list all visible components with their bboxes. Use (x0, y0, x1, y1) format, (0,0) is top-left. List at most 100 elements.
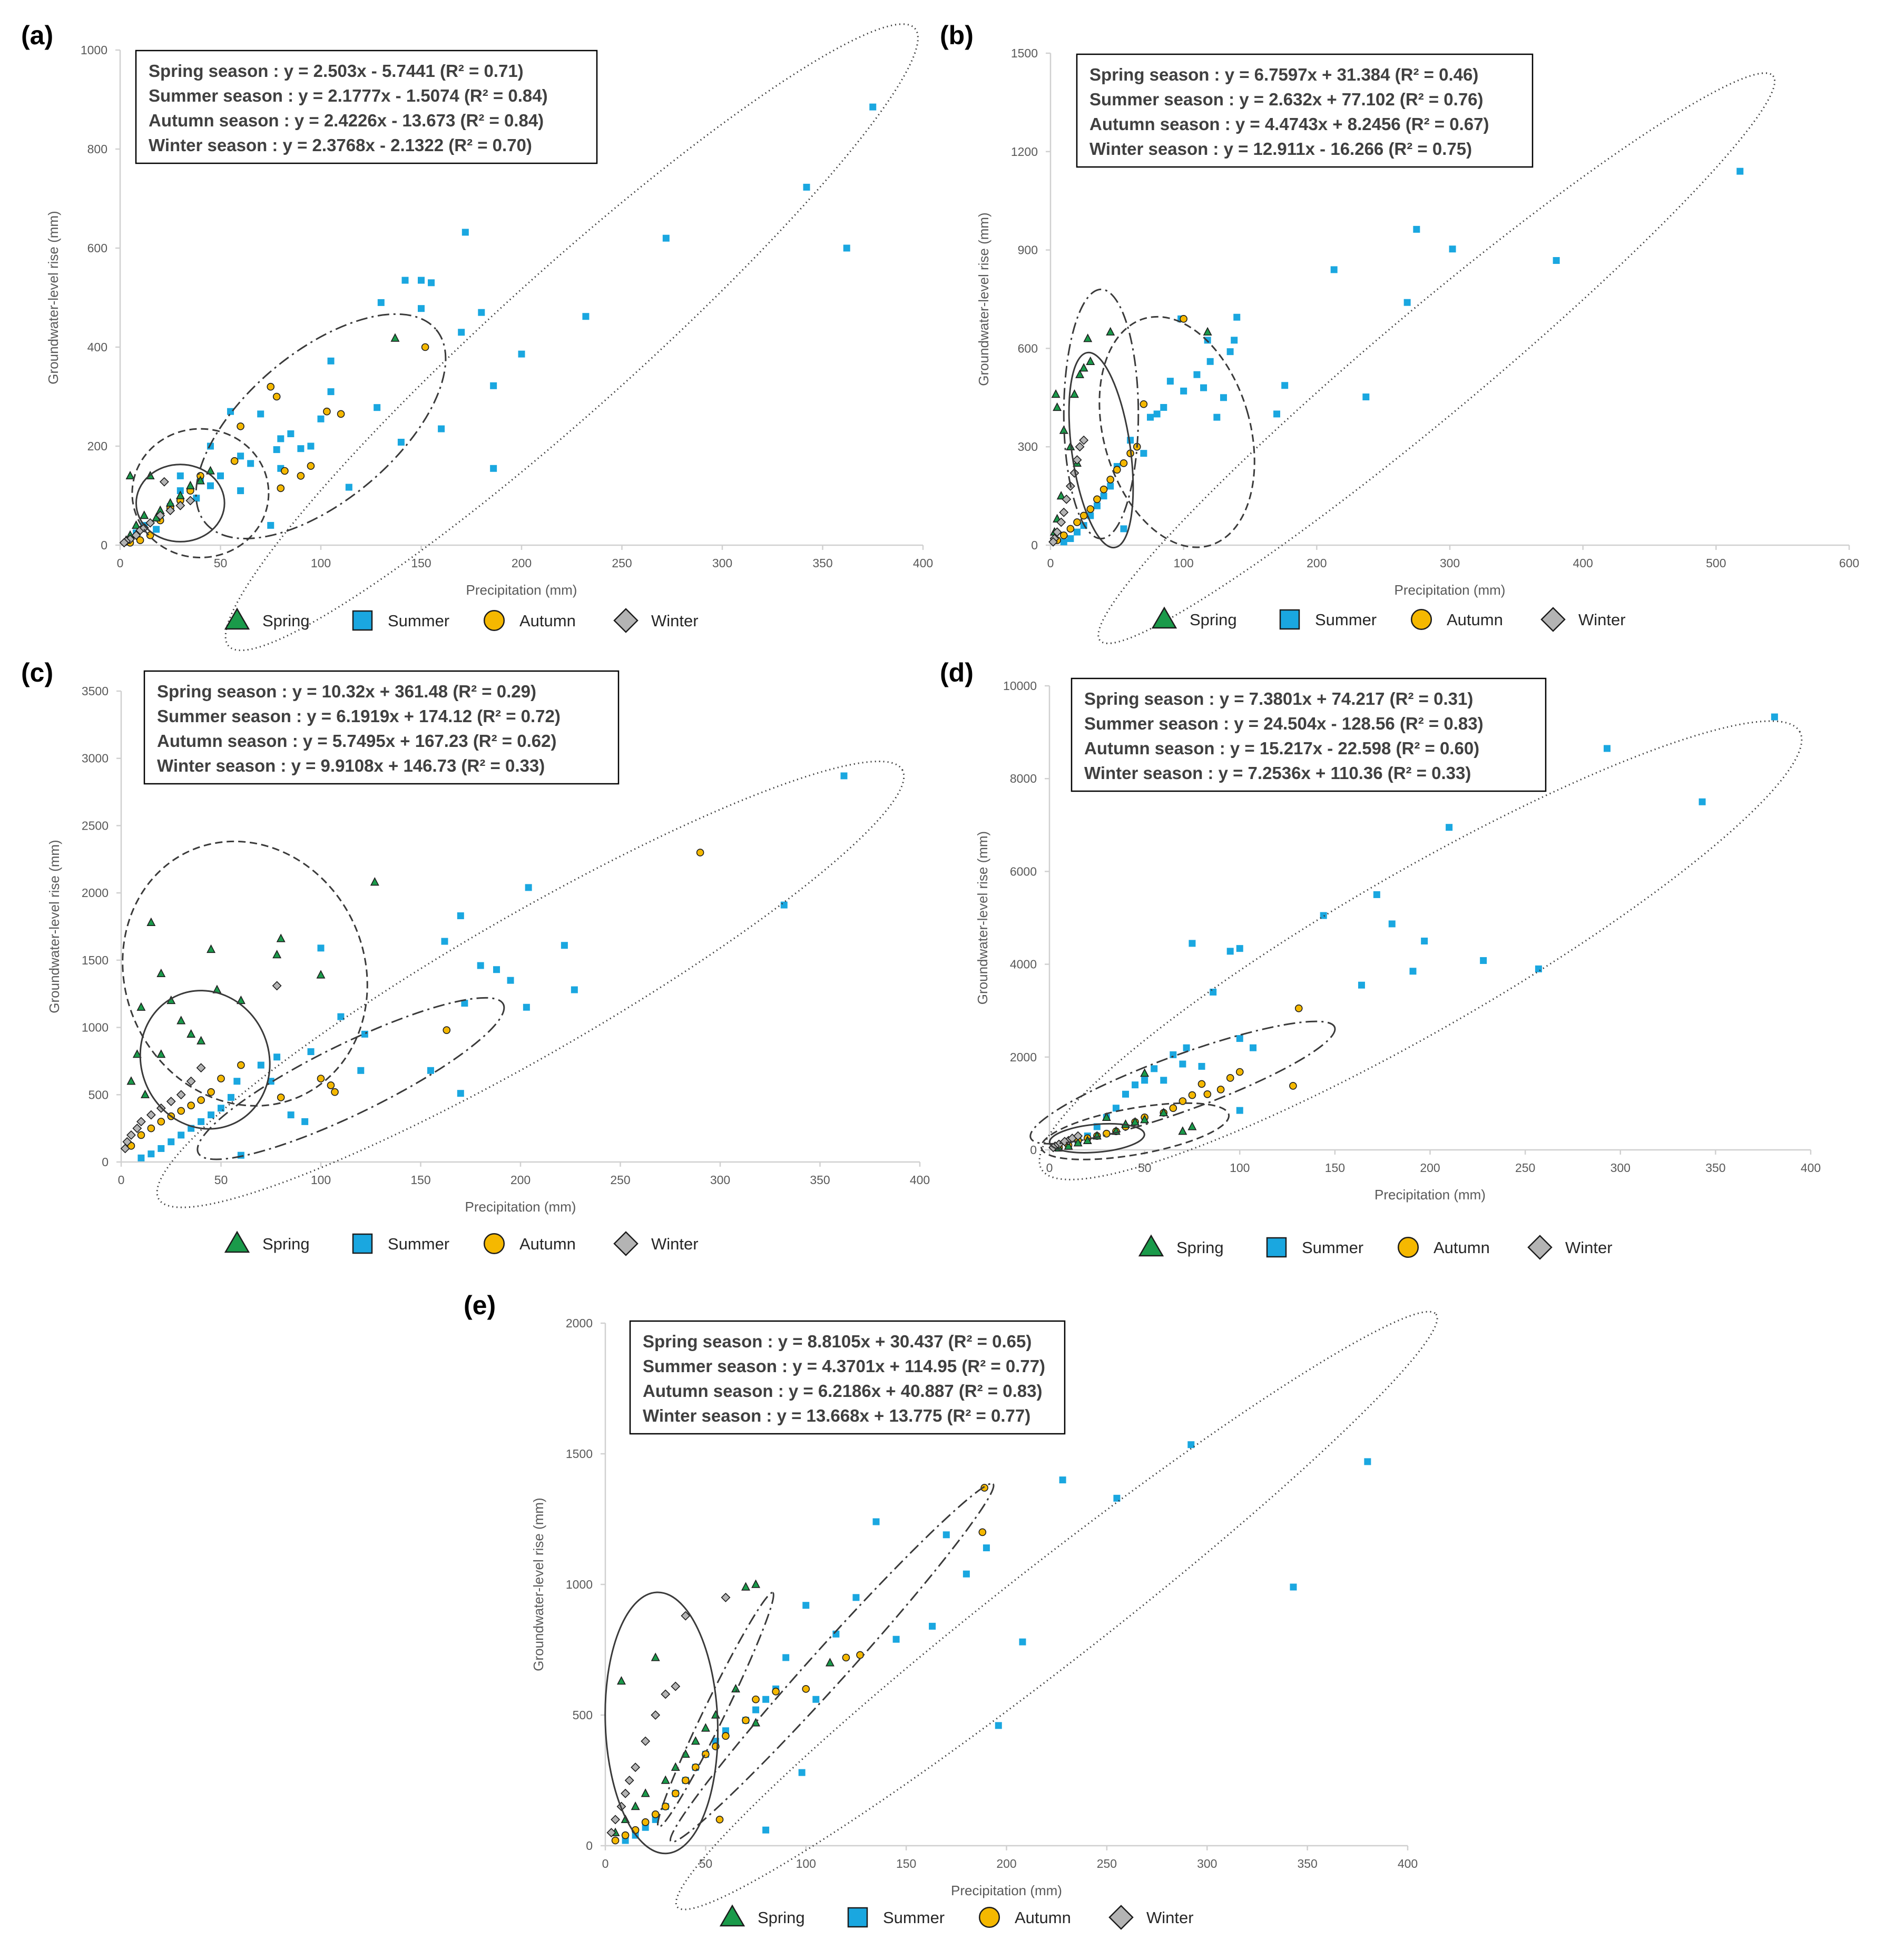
data-point-autumn (1140, 400, 1148, 408)
x-tick-label: 400 (1801, 1161, 1821, 1175)
data-point-winter (1075, 442, 1085, 452)
x-tick-label: 0 (117, 556, 124, 570)
data-point-autumn (1216, 1086, 1225, 1094)
data-point-spring (140, 510, 149, 519)
regression-equation: Winter season : y = 12.911x - 16.266 (R²… (1089, 139, 1472, 159)
data-point-spring (156, 968, 166, 978)
square-icon (1266, 1237, 1287, 1258)
y-axis-title: Groundwater-level rise (mm) (46, 840, 62, 1013)
data-point-spring (370, 877, 379, 886)
series-autumn (126, 343, 429, 547)
y-tick-label: 3000 (82, 752, 109, 765)
diamond-icon (1527, 1235, 1553, 1260)
series-summer (622, 1441, 1371, 1844)
x-axis-title: Precipitation (mm) (466, 582, 577, 598)
data-point-winter (1079, 435, 1089, 445)
data-point-summer (1364, 1458, 1371, 1465)
series-summer (132, 103, 877, 536)
data-point-autumn (1203, 1090, 1212, 1098)
x-tick-label: 300 (712, 556, 732, 570)
data-point-winter (681, 1611, 691, 1621)
data-point-summer (523, 1003, 530, 1011)
data-point-autumn (1059, 531, 1068, 539)
data-point-summer (337, 1013, 345, 1020)
y-axis-title: Groundwater-level rise (mm) (975, 831, 990, 1004)
data-point-summer (257, 410, 264, 418)
data-point-autumn (1113, 466, 1121, 474)
data-point-summer (217, 472, 224, 479)
data-point-summer (168, 1138, 175, 1146)
legend-label-winter: Winter (651, 1235, 699, 1253)
data-point-summer (1736, 168, 1744, 175)
data-point-summer (227, 408, 234, 415)
data-point-spring (197, 1036, 206, 1045)
data-point-summer (247, 460, 254, 467)
data-point-autumn (1188, 1091, 1196, 1099)
x-tick-label: 200 (510, 1173, 531, 1187)
data-point-spring (186, 1029, 196, 1038)
x-tick-label: 300 (1611, 1161, 1631, 1175)
ellipse-spring (131, 428, 270, 558)
data-point-spring (175, 490, 185, 499)
data-point-summer (377, 299, 385, 306)
x-tick-label: 100 (796, 1857, 816, 1870)
data-point-summer (1362, 393, 1370, 401)
panel-label: (b) (940, 21, 974, 50)
data-point-winter (671, 1681, 681, 1691)
data-point-summer (1160, 403, 1167, 411)
data-point-summer (287, 1111, 294, 1119)
data-point-autumn (1180, 315, 1187, 323)
panel-label: (c) (21, 658, 53, 687)
data-point-summer (1179, 1060, 1186, 1068)
x-tick-label: 100 (311, 556, 331, 570)
data-point-summer (237, 487, 244, 495)
data-point-summer (357, 1067, 365, 1074)
panel-e: (e) 0 50 100 150 200 250 300 350 400 0 500 1000 1500 2… (464, 1291, 1438, 1930)
data-point-summer (1210, 988, 1217, 996)
data-point-summer (237, 1151, 244, 1159)
y-tick-label: 0 (101, 538, 107, 552)
legend-label-autumn: Autumn (519, 1235, 576, 1253)
series-summer (1060, 168, 1744, 546)
regression-equation: Spring season : y = 2.503x - 5.7441 (R² … (149, 61, 524, 81)
data-point-summer (148, 1150, 155, 1158)
data-point-summer (193, 495, 200, 502)
data-point-summer (176, 472, 184, 479)
x-tick-label: 400 (910, 1173, 930, 1187)
data-point-summer (301, 1118, 309, 1125)
data-point-autumn (692, 1763, 700, 1771)
data-point-summer (438, 425, 445, 432)
data-point-spring (1102, 1112, 1111, 1121)
legend-label-summer: Summer (388, 1235, 449, 1253)
x-tick-label: 400 (913, 556, 933, 570)
y-tick-label: 500 (573, 1708, 593, 1722)
data-point-winter (641, 1736, 651, 1746)
legend-label-autumn: Autumn (1433, 1238, 1490, 1257)
data-point-autumn (147, 1124, 155, 1132)
data-point-summer (722, 1727, 729, 1735)
data-point-summer (427, 1067, 434, 1074)
data-point-summer (1236, 945, 1243, 952)
circle-icon (978, 1906, 1000, 1928)
x-tick-label: 50 (214, 1173, 228, 1187)
regression-equation: Winter season : y = 7.2536x + 110.36 (R²… (1084, 763, 1471, 783)
legend-label-autumn: Autumn (519, 612, 576, 630)
data-point-summer (1067, 535, 1074, 543)
data-point-summer (1535, 965, 1542, 972)
regression-equation: Spring season : y = 7.3801x + 74.217 (R²… (1084, 689, 1473, 708)
data-point-summer (1409, 968, 1417, 975)
legend-label-summer: Summer (1315, 610, 1377, 629)
data-point-summer (1233, 313, 1241, 321)
data-point-winter (131, 530, 141, 540)
y-tick-label: 0 (1031, 538, 1038, 552)
data-point-spring (1075, 369, 1085, 378)
x-tick-label: 300 (1440, 556, 1460, 570)
data-point-summer (1220, 394, 1227, 401)
data-point-autumn (772, 1688, 780, 1696)
data-point-autumn (1106, 476, 1114, 484)
data-point-autumn (136, 536, 144, 544)
x-tick-label: 250 (612, 556, 632, 570)
data-point-autumn (307, 462, 315, 470)
data-point-spring (1140, 1068, 1150, 1077)
data-point-spring (1073, 1138, 1083, 1147)
